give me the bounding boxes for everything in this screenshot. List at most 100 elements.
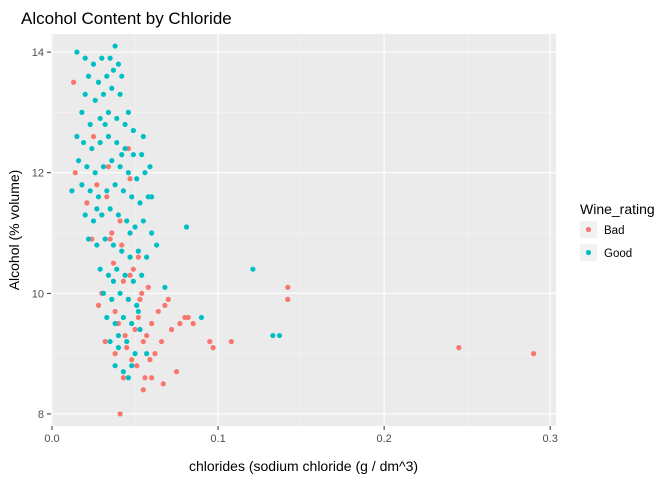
x-tick-label: 0.0 <box>44 433 59 445</box>
data-point-bad <box>173 369 180 375</box>
data-point-bad <box>105 164 112 170</box>
data-point-bad <box>210 345 216 351</box>
data-point-good <box>132 224 138 230</box>
data-point-bad <box>142 375 148 381</box>
data-point-good <box>115 345 122 351</box>
axis-ticks: 0.0 0.1 0.2 0.3 8 10 12 14 <box>32 47 558 445</box>
data-point-bad <box>147 357 153 363</box>
data-point-good <box>82 212 88 218</box>
data-point-good <box>134 176 140 182</box>
data-point-good <box>130 152 136 158</box>
data-point-good <box>94 242 100 248</box>
x-axis-title: chlorides (sodium chloride (g / dm^3) <box>189 458 418 474</box>
data-point-good <box>79 109 85 115</box>
data-point-good <box>140 133 146 140</box>
data-point-bad <box>112 308 118 315</box>
data-point-bad <box>112 351 118 357</box>
data-point-good <box>89 145 95 152</box>
data-point-good <box>85 73 92 79</box>
data-point-good <box>115 61 122 67</box>
data-point-good <box>154 242 160 248</box>
data-point-good <box>147 164 153 170</box>
data-point-bad <box>185 314 191 321</box>
x-tick-label: 0.3 <box>543 433 558 445</box>
data-point-bad <box>129 357 135 363</box>
legend: Wine_rating Bad Good <box>580 201 655 261</box>
data-point-good <box>115 332 122 339</box>
data-point-good <box>94 206 100 212</box>
data-point-good <box>104 314 110 321</box>
data-point-good <box>120 188 127 194</box>
data-point-good <box>85 236 92 242</box>
data-point-bad <box>190 320 196 327</box>
data-point-good <box>84 164 90 170</box>
data-point-good <box>95 194 102 200</box>
data-point-good <box>80 139 87 146</box>
data-point-good <box>125 109 131 115</box>
data-point-bad <box>285 284 291 290</box>
data-point-bad <box>90 133 97 140</box>
data-point-bad <box>139 290 145 296</box>
data-point-good <box>127 230 133 236</box>
data-point-good <box>82 91 88 97</box>
data-point-good <box>105 133 112 140</box>
data-point-good <box>135 308 141 315</box>
data-point-good <box>144 254 150 260</box>
data-point-good <box>110 278 117 284</box>
data-point-good <box>95 79 102 85</box>
data-point-good <box>120 314 127 321</box>
y-tick-label: 8 <box>38 409 44 421</box>
data-point-bad <box>84 200 90 206</box>
data-point-good <box>109 296 115 302</box>
data-point-bad <box>132 326 138 333</box>
data-point-good <box>122 121 128 128</box>
legend-key-bad <box>585 226 592 233</box>
data-point-good <box>137 200 143 206</box>
data-points <box>69 43 537 417</box>
data-point-bad <box>207 338 213 345</box>
data-point-good <box>102 121 108 128</box>
data-point-good <box>122 145 128 152</box>
data-point-good <box>109 158 115 164</box>
data-point-good <box>112 363 118 369</box>
data-point-bad <box>228 338 234 345</box>
data-point-good <box>100 164 107 170</box>
data-point-good <box>114 266 120 272</box>
data-point-bad <box>155 308 161 315</box>
legend-key-good <box>585 249 592 256</box>
data-point-bad <box>117 411 123 417</box>
data-point-good <box>79 182 85 188</box>
data-point-good <box>124 338 130 345</box>
data-point-good <box>100 91 107 97</box>
data-point-bad <box>168 326 175 333</box>
data-point-good <box>134 302 140 308</box>
data-point-bad <box>72 170 78 176</box>
chart-title: Alcohol Content by Chloride <box>21 9 232 28</box>
data-point-bad <box>119 242 125 248</box>
data-point-good <box>132 351 138 357</box>
data-point-bad <box>130 266 136 272</box>
data-point-good <box>114 139 120 146</box>
data-point-good <box>117 290 123 296</box>
data-point-good <box>90 61 97 67</box>
data-point-bad <box>94 182 100 188</box>
data-point-good <box>119 248 125 254</box>
data-point-good <box>104 73 110 79</box>
data-point-bad <box>158 338 165 345</box>
data-point-good <box>135 248 141 254</box>
data-point-bad <box>177 320 183 327</box>
data-point-bad <box>137 296 143 302</box>
data-point-good <box>149 230 155 236</box>
data-point-good <box>130 278 136 284</box>
data-point-good <box>109 85 115 91</box>
data-point-good <box>139 272 145 278</box>
data-point-good <box>125 296 131 302</box>
data-point-good <box>112 43 118 49</box>
data-point-bad <box>149 375 155 381</box>
data-point-bad <box>120 375 127 381</box>
data-point-good <box>92 170 98 176</box>
data-point-good <box>74 133 80 140</box>
data-point-bad <box>140 338 146 345</box>
data-point-bad <box>109 230 115 236</box>
data-point-good <box>114 115 120 122</box>
